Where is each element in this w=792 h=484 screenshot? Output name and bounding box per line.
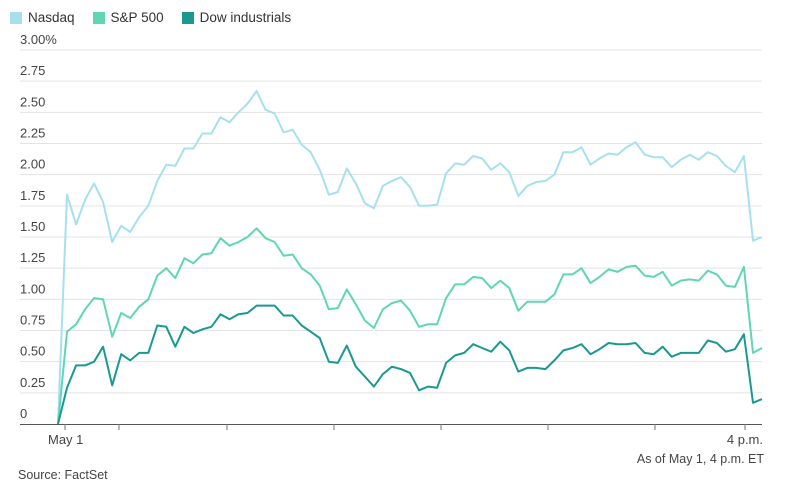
y-tick-label: 1.00 (20, 281, 45, 296)
legend-swatch (181, 11, 194, 24)
y-tick-label: 2.50 (20, 94, 45, 109)
series-lines (57, 90, 763, 425)
y-tick-label: 0.25 (20, 375, 45, 390)
series-line-1 (57, 227, 763, 425)
legend: Nasdaq S&P 500 Dow industrials (10, 10, 291, 25)
y-tick-label: 1.25 (20, 250, 45, 265)
legend-label: S&P 500 (110, 10, 164, 25)
y-tick-label: 1.75 (20, 188, 45, 203)
series-line-2 (57, 304, 763, 425)
y-tick-label: 0.75 (20, 313, 45, 328)
legend-label: Dow industrials (199, 10, 292, 25)
x-tick-label-end: 4 p.m. (727, 432, 763, 447)
y-tick-label: 2.25 (20, 126, 45, 141)
gridlines (20, 49, 762, 394)
legend-label: Nasdaq (28, 10, 75, 25)
legend-swatch (92, 11, 105, 24)
series-line-0 (57, 90, 763, 425)
timestamp-note: As of May 1, 4 p.m. ET (636, 452, 764, 466)
y-tick-label: 1.50 (20, 219, 45, 234)
y-tick-label: 2.75 (20, 63, 45, 78)
x-axis: May 1 4 p.m. (20, 424, 763, 447)
legend-swatch (10, 11, 22, 24)
y-tick-label: 0 (20, 406, 27, 421)
legend-item-0: Nasdaq (10, 10, 75, 25)
y-tick-label: 0.50 (20, 344, 45, 359)
legend-item-2: Dow industrials (181, 10, 292, 25)
legend-item-1: S&P 500 (92, 10, 164, 25)
y-tick-label: 2.00 (20, 157, 45, 172)
y-tick-label: 3.00% (20, 32, 57, 47)
source-note: Source: FactSet (18, 468, 108, 482)
x-tick-label-start: May 1 (48, 432, 83, 447)
y-axis-ticks: 0 0.25 0.50 0.75 1.00 1.25 1.50 1.75 2.00 2.25 2.5… (20, 32, 57, 421)
